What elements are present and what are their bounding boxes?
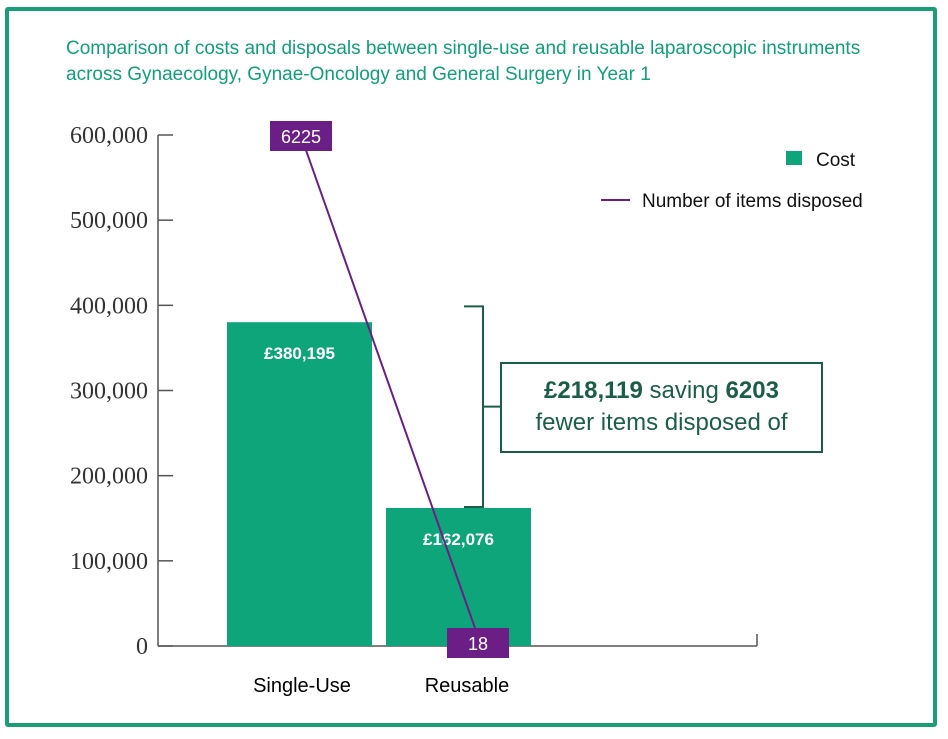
bar-value-label: £380,195 <box>264 344 335 363</box>
bar-single-use <box>227 322 372 646</box>
fewer-items-text: fewer items disposed of <box>535 409 788 436</box>
disposal-point-label: 6225 <box>281 127 321 147</box>
y-tick-label: 100,000 <box>70 549 148 575</box>
disposal-point-box <box>270 121 332 151</box>
bar-value-label: £162,076 <box>423 530 494 549</box>
legend: Cost Number of items disposed <box>601 150 863 212</box>
legend-label-cost: Cost <box>816 150 856 171</box>
y-tick-label: 500,000 <box>70 208 148 234</box>
bars: £380,195 £162,076 <box>227 322 531 646</box>
disposal-point-box <box>447 628 509 658</box>
chart-title: Comparison of costs and disposals betwee… <box>66 38 861 85</box>
bar-reusable <box>386 507 531 646</box>
x-axis-labels: Single-Use Reusable <box>253 675 509 697</box>
saving-amount: £218,119 <box>544 377 643 404</box>
saving-callout: £218,119 saving 6203 fewer items dispose… <box>500 362 823 453</box>
legend-label-disposed: Number of items disposed <box>642 191 863 212</box>
y-tick-label: 300,000 <box>70 379 148 405</box>
legend-swatch-cost <box>786 151 802 165</box>
y-tick-label: 0 <box>136 634 148 660</box>
category-label: Single-Use <box>253 675 351 697</box>
disposal-line-segment <box>300 135 479 637</box>
bracket-line <box>464 305 484 508</box>
disposal-point-label: 18 <box>468 634 488 654</box>
category-label: Reusable <box>425 675 510 697</box>
fewer-items-count: 6203 <box>725 377 779 404</box>
y-tick-label: 200,000 <box>70 464 148 490</box>
saving-word: saving <box>649 377 719 404</box>
y-axis: 0 100,000 200,000 300,000 400,000 500,000 600,… <box>70 123 758 660</box>
saving-bracket <box>464 305 500 508</box>
disposal-line: 6225 18 <box>270 121 509 658</box>
y-tick-label: 400,000 <box>70 293 148 319</box>
y-tick-label: 600,000 <box>70 123 148 149</box>
